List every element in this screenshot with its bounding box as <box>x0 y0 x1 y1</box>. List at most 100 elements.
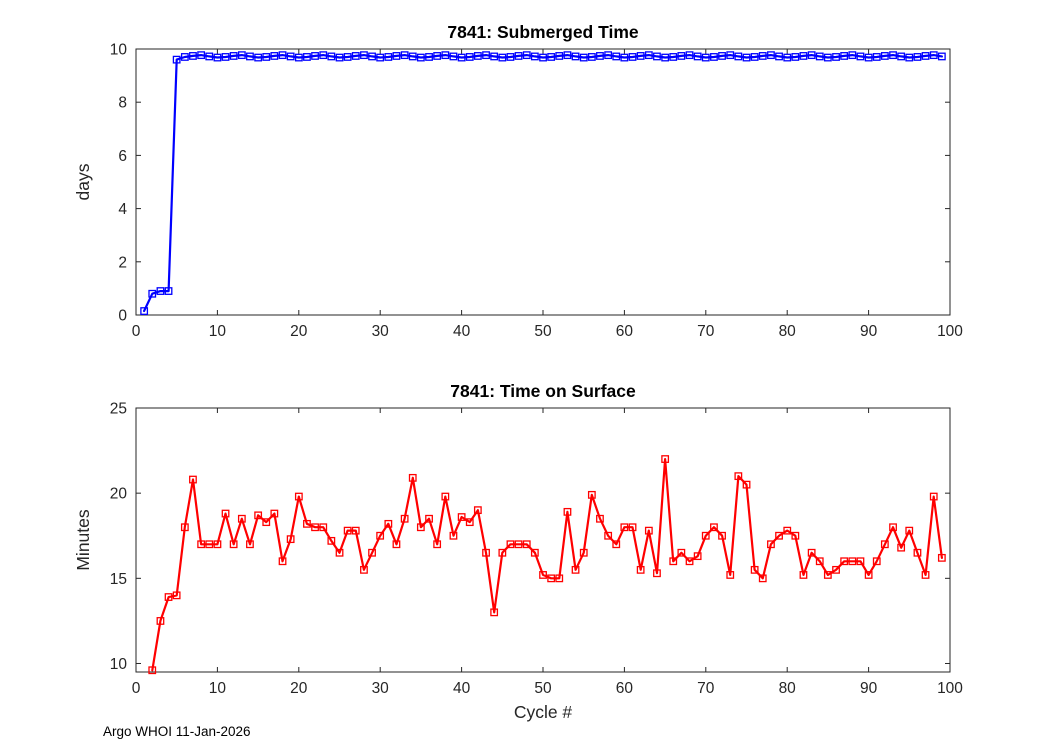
data-marker <box>311 523 319 532</box>
data-marker <box>262 518 271 527</box>
data-marker <box>767 51 775 60</box>
x-tick-label: 90 <box>860 680 878 697</box>
x-tick-label: 0 <box>132 680 141 697</box>
data-marker <box>351 52 360 60</box>
data-marker <box>864 53 873 62</box>
submerged-time-chart: 0 10 20 30 40 50 60 70 80 90 100 0 2 4 6 8 10 7841: Subme… <box>73 22 963 340</box>
data-marker <box>604 51 613 60</box>
data-marker <box>571 52 580 61</box>
data-marker <box>807 51 816 60</box>
data-marker <box>840 557 849 566</box>
data-marker <box>587 53 596 61</box>
y-tick-label: 15 <box>110 571 127 588</box>
data-marker <box>441 492 450 501</box>
data-marker <box>254 511 263 520</box>
data-marker <box>856 52 865 61</box>
x-tick-label: 50 <box>534 680 552 697</box>
data-marker <box>612 52 621 61</box>
data-marker <box>164 287 173 295</box>
data-marker <box>449 531 458 540</box>
data-marker <box>482 51 490 60</box>
data-marker <box>408 52 417 61</box>
x-tick-label: 60 <box>616 323 634 340</box>
data-marker <box>368 52 376 61</box>
data-marker <box>425 514 433 523</box>
data-marker <box>913 548 922 557</box>
data-marker <box>815 557 824 566</box>
data-marker <box>872 557 881 566</box>
data-marker <box>596 514 604 523</box>
data-marker <box>636 565 645 574</box>
data-marker <box>604 531 613 540</box>
data-marker <box>376 53 385 62</box>
footer-annotation: Argo WHOI 11-Jan-2026 <box>103 724 251 739</box>
data-marker <box>530 548 539 557</box>
data-marker <box>815 52 824 61</box>
data-marker <box>213 53 222 62</box>
data-marker <box>522 540 531 549</box>
data-marker <box>416 53 425 62</box>
data-marker <box>937 52 946 61</box>
data-marker <box>498 548 507 557</box>
data-marker <box>921 571 930 579</box>
y-tick-label: 10 <box>110 42 128 59</box>
data-marker <box>522 51 531 60</box>
data-marker <box>473 506 482 515</box>
data-marker <box>807 548 816 557</box>
data-marker <box>767 540 775 549</box>
data-marker <box>189 475 197 484</box>
data-marker <box>596 52 604 60</box>
data-marker <box>669 557 678 566</box>
data-marker <box>514 540 523 549</box>
data-marker <box>311 52 319 60</box>
data-marker <box>408 473 417 482</box>
data-marker <box>221 509 230 518</box>
data-marker <box>278 51 287 60</box>
data-marker <box>473 52 482 60</box>
data-marker <box>612 540 621 549</box>
data-marker <box>156 617 165 625</box>
data-marker <box>246 540 254 549</box>
x-tick-label: 80 <box>779 323 797 340</box>
data-marker <box>254 53 263 62</box>
data-marker <box>783 53 792 62</box>
data-marker <box>400 514 409 523</box>
y-tick-label: 10 <box>110 656 128 673</box>
data-marker <box>319 51 328 60</box>
data-marker <box>742 480 751 489</box>
data-marker <box>783 526 792 535</box>
data-marker <box>319 523 328 532</box>
data-marker <box>498 53 507 62</box>
data-marker <box>677 52 686 60</box>
data-marker <box>539 571 547 579</box>
data-marker <box>571 565 580 574</box>
data-marker <box>278 557 287 566</box>
data-marker <box>327 536 336 545</box>
data-marker <box>433 52 442 60</box>
x-tick-label: 20 <box>290 680 308 697</box>
axes-box <box>135 407 951 673</box>
data-marker <box>327 52 336 61</box>
x-tick-label: 80 <box>779 680 797 697</box>
data-marker <box>449 52 458 61</box>
data-marker <box>563 507 572 516</box>
x-tick-label: 60 <box>616 680 634 697</box>
chart-title: 7841: Time on Surface <box>450 381 636 401</box>
x-tick-label: 50 <box>534 323 552 340</box>
data-marker <box>351 526 360 535</box>
data-marker <box>392 52 401 60</box>
data-marker <box>530 52 539 61</box>
data-marker <box>620 523 629 532</box>
data-marker <box>156 287 165 295</box>
y-axis-label: days <box>73 163 93 200</box>
data-marker <box>270 509 279 518</box>
data-marker <box>335 53 344 62</box>
data-marker <box>775 52 783 61</box>
data-marker <box>197 540 206 549</box>
data-marker <box>636 52 645 60</box>
data-marker <box>213 540 222 549</box>
data-marker <box>791 531 800 540</box>
data-marker <box>555 52 564 60</box>
data-marker <box>172 55 181 64</box>
data-marker <box>482 548 490 557</box>
